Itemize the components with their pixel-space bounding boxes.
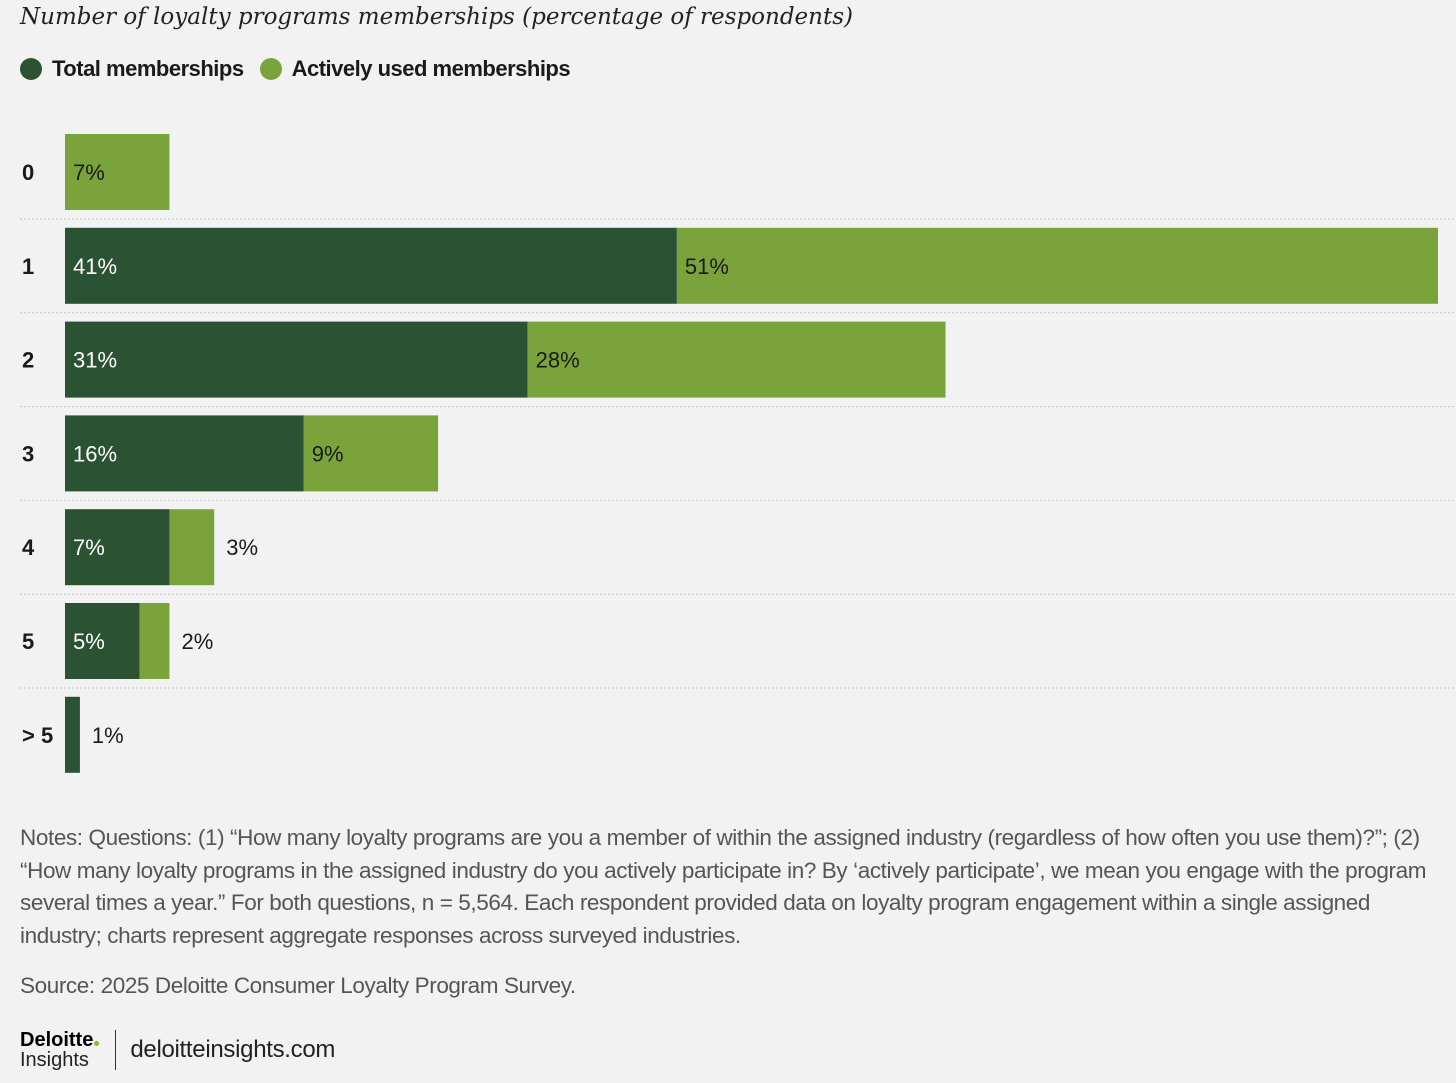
legend: Total memberships Actively used membersh… (20, 56, 586, 82)
data-label: 7% (73, 160, 105, 185)
category-label: 1 (22, 254, 34, 279)
bar-segment (169, 509, 215, 586)
footer: Deloitte Insights deloitteinsights.com (20, 1030, 335, 1070)
bar-chart: 0 7% 1 41% 51% 2 31% 28% 3 16% 9% 4 7% 3% 5 5% 2% > 5 1% (20, 134, 1456, 773)
logo-brand: Deloitte (20, 1029, 100, 1051)
footer-url[interactable]: deloitteinsights.com (130, 1036, 336, 1063)
bar-segment (65, 134, 170, 210)
notes: Notes: Questions: (1) “How many loyalty … (20, 825, 1427, 948)
bar-segment (527, 321, 946, 398)
data-label: 5% (73, 629, 105, 654)
bar-segment (676, 227, 1438, 304)
bar-segment (65, 603, 140, 679)
bar-segment (65, 227, 677, 304)
bar-segment (303, 415, 439, 492)
footer-divider (115, 1030, 117, 1070)
data-label: 41% (73, 254, 117, 279)
data-label: 51% (685, 254, 729, 279)
category-label: > 5 (22, 723, 53, 748)
legend-swatch-active (259, 58, 282, 80)
legend-label-active: Actively used memberships (291, 56, 571, 81)
category-label: 5 (22, 629, 34, 654)
data-label: 3% (226, 535, 258, 560)
chart-title: Number of loyalty programs memberships (… (20, 4, 853, 30)
category-label: 4 (22, 535, 35, 560)
legend-swatch-total (20, 58, 42, 80)
data-label: 9% (312, 441, 344, 466)
category-label: 3 (22, 441, 34, 466)
bar-segment (65, 415, 304, 492)
bar-segment (65, 321, 528, 398)
legend-item-total: Total memberships (20, 56, 244, 82)
bar-segment (65, 696, 80, 773)
source: Source: 2025 Deloitte Consumer Loyalty P… (20, 973, 576, 998)
category-label: 0 (22, 160, 34, 185)
bar-segment (139, 603, 170, 679)
category-label: 2 (22, 348, 34, 373)
logo-sub: Insights (20, 1049, 89, 1071)
data-label: 31% (73, 348, 117, 373)
legend-item-active: Actively used memberships (259, 56, 571, 82)
bar-segment (65, 509, 170, 586)
data-label: 1% (92, 723, 124, 748)
deloitte-logo: Deloitte Insights (20, 1029, 100, 1071)
data-label: 28% (536, 348, 580, 373)
data-label: 7% (73, 535, 105, 560)
data-label: 2% (181, 629, 213, 654)
logo-brand-text: Deloitte (20, 1029, 94, 1051)
data-label: 16% (73, 441, 117, 466)
legend-label-total: Total memberships (52, 56, 244, 81)
logo-dot-icon (94, 1041, 100, 1046)
